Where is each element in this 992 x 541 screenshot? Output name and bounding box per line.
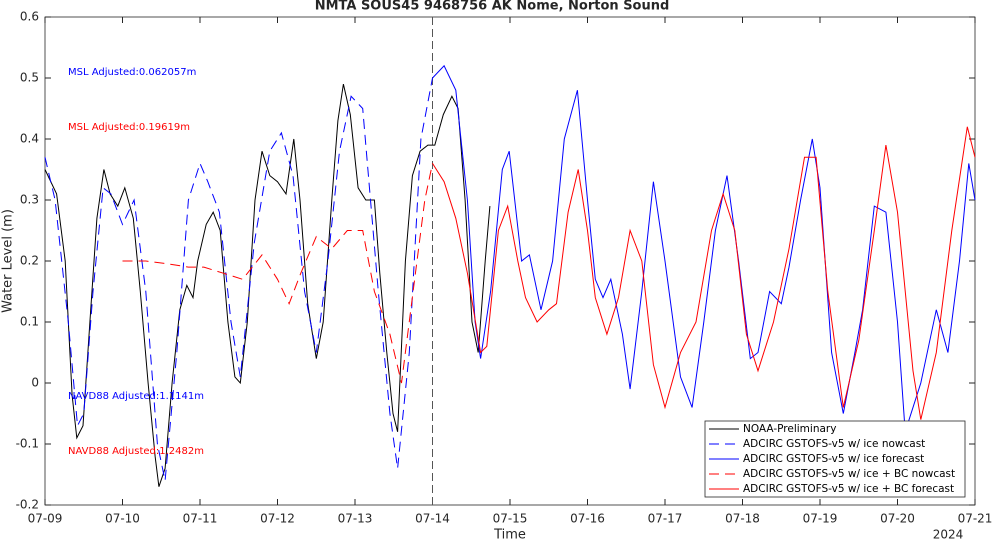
- x-tick-label: 07-09: [28, 512, 63, 526]
- legend-label: ADCIRC GSTOFS-v5 w/ ice + BC nowcast: [743, 468, 955, 480]
- x-tick-label: 07-15: [493, 512, 528, 526]
- series-line: [122, 163, 433, 384]
- x-tick-label: 07-20: [880, 512, 915, 526]
- legend-label: ADCIRC GSTOFS-v5 w/ ice nowcast: [743, 438, 925, 450]
- legend-label: NOAA-Preliminary: [743, 423, 836, 435]
- x-axis-label: Time: [493, 528, 526, 541]
- series-line: [432, 126, 976, 420]
- y-tick-label: 0: [31, 376, 39, 390]
- series-line: [432, 64, 976, 432]
- x-tick-label: 07-21: [958, 512, 992, 526]
- y-tick-label: 0.5: [20, 71, 39, 85]
- x-tick-label: 07-16: [570, 512, 605, 526]
- x-tick-label: 07-13: [338, 512, 373, 526]
- legend-label: ADCIRC GSTOFS-v5 w/ ice forecast: [743, 453, 924, 465]
- annotation: MSL Adjusted:0.19619m: [68, 122, 190, 133]
- annotation: MSL Adjusted:0.062057m: [68, 67, 196, 78]
- y-tick-label: 0.3: [20, 193, 39, 207]
- x-tick-label: 07-11: [183, 512, 218, 526]
- x-tick-label: 07-18: [725, 512, 760, 526]
- x-tick-label: 07-17: [648, 512, 683, 526]
- y-tick-label: -0.2: [16, 498, 39, 512]
- x-tick-label: 07-12: [260, 512, 295, 526]
- legend-label: ADCIRC GSTOFS-v5 w/ ice + BC forecast: [743, 483, 954, 495]
- x-tick-label: 07-14: [415, 512, 450, 526]
- annotation: NAVD88 Adjusted:1.1141m: [68, 391, 204, 402]
- y-tick-label: -0.1: [16, 437, 39, 451]
- y-tick-label: 0.6: [20, 10, 39, 24]
- annotation: NAVD88 Adjusted:1.2482m: [68, 446, 204, 457]
- series-line: [44, 83, 491, 487]
- chart-title: NMTA SOUS45 9468756 AK Nome, Norton Soun…: [315, 0, 670, 14]
- legend-box: [704, 420, 966, 498]
- y-tick-label: 0.2: [20, 254, 39, 268]
- x-tick-label: 07-10: [105, 512, 140, 526]
- x-tick-label: 07-19: [803, 512, 838, 526]
- y-axis-label: Water Level (m): [1, 209, 16, 313]
- y-tick-label: 0.4: [20, 132, 39, 146]
- y-tick-label: 0.1: [20, 315, 39, 329]
- series-line: [44, 77, 433, 481]
- x-year-label: 2024: [933, 528, 964, 541]
